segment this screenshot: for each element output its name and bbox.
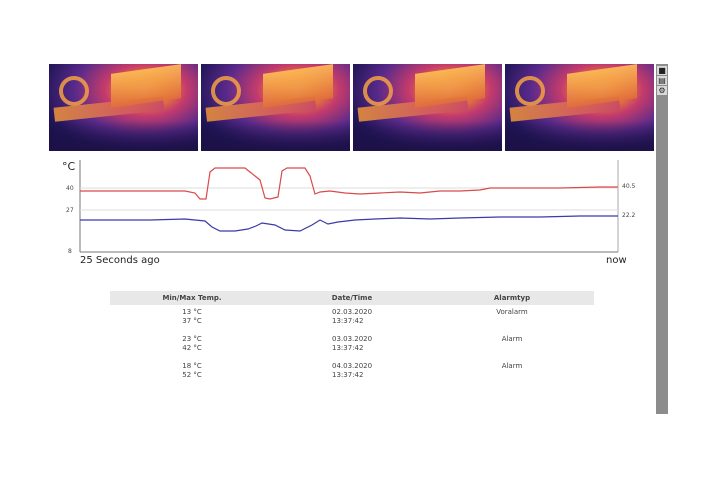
thermal-thumbnail[interactable] <box>505 64 654 151</box>
y-tick-label: 8 <box>68 248 72 255</box>
table-row[interactable]: 13 °C 37 °C 02.03.2020 13:37:42 Voralarm <box>110 308 594 332</box>
table-row[interactable]: 18 °C 52 °C 04.03.2020 13:37:42 Alarm <box>110 362 594 386</box>
right-sidebar: ■ ▤ ⚙ <box>656 64 668 414</box>
minmax-cell: 18 °C 52 °C <box>110 362 274 386</box>
alarm-table: Min/Max Temp. Date/Time Alarmtyp 13 °C 3… <box>110 291 594 386</box>
type-cell: Alarm <box>430 335 594 359</box>
red-series-line <box>80 167 618 200</box>
date-value: 02.03.2020 <box>332 308 373 316</box>
time-value: 13:37:42 <box>332 371 364 379</box>
y-tick-label: 40 <box>66 185 74 192</box>
alarm-type: Voralarm <box>496 308 528 316</box>
time-value: 13:37:42 <box>332 344 364 352</box>
thermal-thumbnail[interactable] <box>201 64 350 151</box>
type-cell: Alarm <box>430 362 594 386</box>
header-minmax[interactable]: Min/Max Temp. <box>162 294 222 302</box>
thermal-thumbnail-strip <box>49 64 654 151</box>
date-value: 04.03.2020 <box>332 362 373 370</box>
max-temp: 37 °C <box>182 317 202 325</box>
settings-icon[interactable]: ⚙ <box>657 86 667 95</box>
minmax-cell: 23 °C 42 °C <box>110 335 274 359</box>
max-temp: 52 °C <box>182 371 202 379</box>
alarm-type: Alarm <box>501 335 523 343</box>
min-temp: 23 °C <box>182 335 202 343</box>
min-temp: 13 °C <box>182 308 202 316</box>
red-end-value: 40.5 <box>622 183 636 190</box>
camera-icon[interactable]: ■ <box>657 66 667 75</box>
blue-end-value: 22.2 <box>622 212 636 219</box>
thermal-thumbnail[interactable] <box>353 64 502 151</box>
alarm-type: Alarm <box>501 362 523 370</box>
type-cell: Voralarm <box>430 308 594 332</box>
header-date[interactable]: Date/Time <box>331 294 373 302</box>
header-type[interactable]: Alarmtyp <box>493 294 531 302</box>
table-row[interactable]: 23 °C 42 °C 03.03.2020 13:37:42 Alarm <box>110 335 594 359</box>
thermal-thumbnail[interactable] <box>49 64 198 151</box>
date-cell: 04.03.2020 13:37:42 <box>274 362 430 386</box>
date-value: 03.03.2020 <box>332 335 373 343</box>
chart-icon[interactable]: ▤ <box>657 76 667 85</box>
chart-unit: °C <box>62 160 76 173</box>
y-tick-label: 27 <box>66 207 74 214</box>
min-temp: 18 °C <box>182 362 202 370</box>
date-cell: 02.03.2020 13:37:42 <box>274 308 430 332</box>
table-header: Min/Max Temp. Date/Time Alarmtyp <box>110 291 594 305</box>
x-start-label: 25 Seconds ago <box>80 255 160 266</box>
x-end-label: now <box>606 255 627 266</box>
blue-series-line <box>80 215 618 232</box>
minmax-cell: 13 °C 37 °C <box>110 308 274 332</box>
time-value: 13:37:42 <box>332 317 364 325</box>
date-cell: 03.03.2020 13:37:42 <box>274 335 430 359</box>
max-temp: 42 °C <box>182 344 202 352</box>
